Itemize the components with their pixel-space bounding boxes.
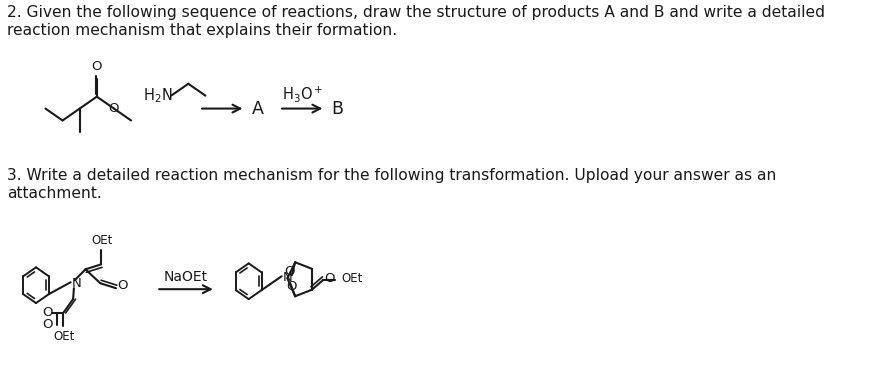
- Text: O: O: [43, 318, 53, 331]
- Text: 2. Given the following sequence of reactions, draw the structure of products A a: 2. Given the following sequence of react…: [7, 5, 826, 38]
- Text: O: O: [109, 102, 119, 115]
- Text: H$_2$N: H$_2$N: [143, 86, 173, 105]
- Text: O: O: [284, 265, 295, 278]
- Text: NaOEt: NaOEt: [164, 270, 208, 284]
- Text: 3. Write a detailed reaction mechanism for the following transformation. Upload : 3. Write a detailed reaction mechanism f…: [7, 168, 777, 200]
- Text: OEt: OEt: [91, 234, 113, 246]
- Text: A: A: [252, 100, 263, 118]
- Text: B: B: [332, 100, 343, 118]
- Text: O: O: [117, 279, 128, 292]
- Text: N: N: [282, 271, 292, 284]
- Text: N: N: [71, 277, 81, 290]
- Text: O: O: [325, 272, 335, 285]
- Text: O: O: [286, 280, 296, 293]
- Text: OEt: OEt: [342, 272, 363, 285]
- Text: O: O: [91, 60, 102, 73]
- Text: H$_3$O$^+$: H$_3$O$^+$: [282, 84, 323, 104]
- Text: O: O: [43, 307, 53, 319]
- Text: OEt: OEt: [53, 330, 75, 343]
